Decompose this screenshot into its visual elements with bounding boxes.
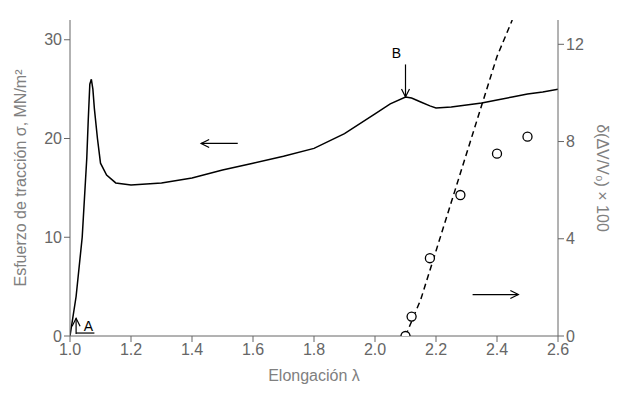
svg-text:0: 0 [53,328,62,345]
svg-text:20: 20 [44,130,62,147]
svg-text:10: 10 [44,229,62,246]
svg-text:1.4: 1.4 [181,341,203,358]
svg-text:4: 4 [566,230,575,247]
svg-text:8: 8 [566,133,575,150]
svg-text:1.2: 1.2 [120,341,142,358]
svg-text:12: 12 [566,36,584,53]
svg-text:1.6: 1.6 [242,341,264,358]
svg-text:B: B [392,45,401,61]
svg-text:30: 30 [44,31,62,48]
svg-text:A: A [84,318,94,334]
svg-text:2.2: 2.2 [425,341,447,358]
svg-text:0: 0 [566,328,575,345]
svg-text:2.0: 2.0 [364,341,386,358]
svg-text:Elongación λ: Elongación λ [268,367,360,384]
svg-text:Esfuerzo de tracción σ, MN/m²: Esfuerzo de tracción σ, MN/m² [12,69,29,287]
svg-text:1.0: 1.0 [59,341,81,358]
svg-text:2.4: 2.4 [486,341,508,358]
svg-text:2.6: 2.6 [546,341,570,359]
svg-text:δ(ΔV/V₀) × 100: δ(ΔV/V₀) × 100 [594,124,611,232]
svg-text:1.8: 1.8 [303,341,325,358]
